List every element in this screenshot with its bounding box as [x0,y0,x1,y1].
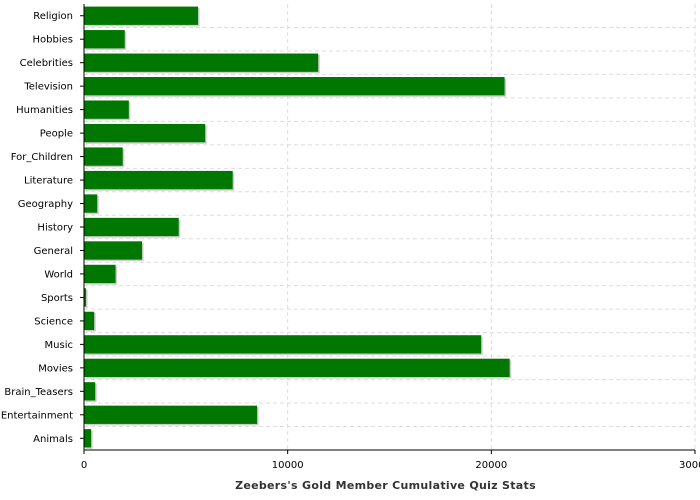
bar-humanities[interactable] [84,100,129,119]
category-labels: Religion Hobbies Celebrities Television Huma… [1,11,73,445]
bar-movies[interactable] [84,358,510,377]
category-label: Music [45,340,73,351]
category-label: History [37,223,73,234]
category-label: Entertainment [1,410,73,421]
x-tick-label: 0 [81,460,87,471]
bar-religion[interactable] [84,6,199,25]
category-label: For_Children [11,152,73,163]
bar-for-children[interactable] [84,147,123,166]
bar-general[interactable] [84,241,143,260]
category-label: Movies [38,363,73,374]
bar-celebrities[interactable] [84,53,319,72]
bar-entertainment[interactable] [84,405,258,424]
bar-television[interactable] [84,77,505,96]
x-tick-label: 20000 [475,460,507,471]
x-tick-label: 10000 [272,460,304,471]
category-label: Sports [41,293,73,304]
category-label: Brain_Teasers [4,387,73,398]
category-label: Literature [24,176,73,187]
bar-world[interactable] [84,264,116,284]
category-label: Television [23,82,73,93]
category-label: Animals [33,434,73,445]
bar-literature[interactable] [84,170,233,190]
x-tick-label: 30000 [679,460,700,471]
bar-science[interactable] [84,311,95,331]
bar-hobbies[interactable] [84,30,125,49]
chart-title: Zeebers's Gold Member Cumulative Quiz St… [235,479,536,492]
category-label: Hobbies [33,35,73,46]
bars-layer [84,6,512,449]
category-label: Science [34,316,73,327]
bar-sports[interactable] [84,288,87,307]
bar-brain-teasers[interactable] [84,382,96,401]
bar-shadow [85,289,88,309]
axes-layer [80,4,696,454]
category-label: People [40,129,73,140]
tick-labels: 0 10000 20000 30000 [81,460,700,471]
category-label: World [44,269,73,280]
category-label: General [34,246,73,257]
bar-animals[interactable] [84,429,92,448]
grid-layer [83,4,696,450]
bar-music[interactable] [84,335,482,354]
bar-people[interactable] [84,123,206,143]
bar-geography[interactable] [84,194,98,213]
category-label: Religion [33,11,73,22]
category-label: Celebrities [20,58,73,69]
bar-history[interactable] [84,217,179,237]
category-label: Humanities [16,105,73,116]
category-label: Geography [18,199,73,210]
